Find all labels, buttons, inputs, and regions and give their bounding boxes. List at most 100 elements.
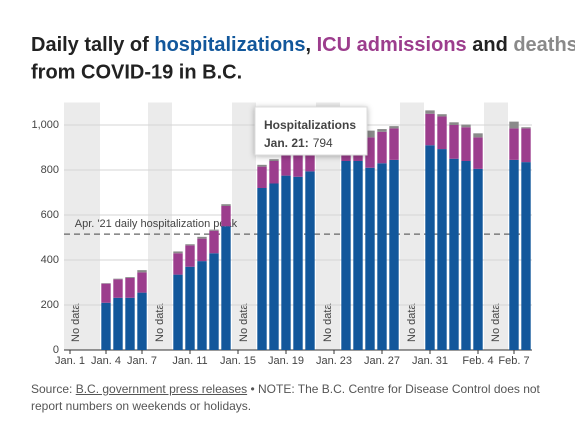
bar-segment: [197, 236, 207, 239]
bar-segment: [293, 176, 303, 350]
bar-segment: [185, 266, 195, 350]
bar-segment: [305, 171, 315, 350]
bar-segment: [137, 272, 147, 293]
bar-segment: [113, 278, 123, 280]
bar-segment: [221, 204, 231, 206]
bar-segment: [221, 226, 231, 350]
x-tick-label: Jan. 11: [172, 355, 207, 367]
no-data-band: [232, 102, 256, 350]
source-prefix: Source:: [31, 382, 76, 396]
bar-segment: [389, 159, 399, 350]
bar-segment: [209, 229, 219, 231]
bar-segment: [521, 127, 531, 129]
bar-segment: [461, 124, 471, 128]
reference-label: Apr. '21 daily hospitalization peak: [75, 218, 238, 230]
bar-segment: [461, 127, 471, 161]
bar-segment: [521, 162, 531, 350]
bar-segment: [437, 116, 447, 150]
bar-segment: [461, 161, 471, 350]
no-data-band: [400, 102, 424, 350]
tooltip: Hospitalizations Jan. 21: 794: [254, 106, 368, 156]
bar-segment: [305, 146, 315, 172]
source-link[interactable]: B.C. government press releases: [75, 382, 248, 396]
x-tick-label: Jan. 27: [364, 355, 400, 367]
bar-segment: [425, 145, 435, 350]
title-series: ICU admissions: [317, 34, 467, 56]
x-tick-label: Jan. 1: [55, 355, 85, 367]
bar-segment: [185, 244, 195, 246]
title-text: Daily tally of: [31, 34, 154, 56]
x-tick-label: Jan. 19: [268, 355, 304, 367]
bar-segment: [209, 230, 219, 254]
y-tick-label: 400: [41, 254, 59, 266]
y-tick-label: 0: [53, 344, 59, 356]
no-data-label: No data: [154, 303, 166, 342]
bar-segment: [473, 133, 483, 138]
bar-segment: [257, 164, 267, 167]
bar-segment: [257, 166, 267, 188]
bar-segment: [269, 183, 279, 350]
x-tick-label: Jan. 7: [127, 355, 157, 367]
no-data-label: No data: [490, 303, 502, 342]
bar-segment: [113, 297, 123, 350]
bar-segment: [437, 114, 447, 117]
tooltip-date: Jan. 21:: [264, 136, 309, 150]
chart-title: Daily tally of hospitalizations, ICU adm…: [31, 34, 575, 56]
y-tick-label: 1,000: [31, 119, 59, 131]
x-tick-label: Feb. 4: [462, 355, 493, 367]
bar-segment: [353, 161, 363, 350]
bar-segment: [473, 137, 483, 169]
footer: Source: B.C. government press releases •…: [31, 381, 551, 415]
title-series: deaths: [513, 34, 575, 56]
tooltip-value: 794: [313, 136, 333, 150]
bar-segment: [365, 137, 375, 168]
chart-title: from COVID-19 in B.C.: [31, 61, 242, 83]
x-tick-label: Jan. 4: [91, 355, 121, 367]
bar-segment: [521, 128, 531, 163]
bar-segment: [101, 302, 111, 350]
title-text: ,: [306, 34, 317, 56]
bar-segment: [389, 126, 399, 129]
note: • NOTE: The B.C. Centre for Disease Cont…: [31, 382, 544, 413]
bar-segment: [377, 131, 387, 164]
bar-segment: [281, 175, 291, 350]
y-tick-label: 600: [41, 209, 59, 221]
bar-segment: [509, 128, 519, 160]
chart: Daily tally of hospitalizations, ICU adm…: [31, 34, 575, 367]
x-tick-label: Jan. 15: [220, 355, 256, 367]
bar-segment: [269, 159, 279, 161]
bar-segment: [449, 122, 459, 125]
bar-segment: [425, 110, 435, 114]
no-data-label: No data: [238, 303, 250, 342]
bar-segment: [113, 279, 123, 298]
bar-segment: [125, 297, 135, 350]
bar-segment: [365, 130, 375, 138]
bar-segment: [509, 159, 519, 350]
x-tick-label: Feb. 7: [498, 355, 529, 367]
bar-segment: [137, 270, 147, 273]
no-data-band: [148, 102, 172, 350]
bar-segment: [173, 253, 183, 275]
bar-segment: [473, 168, 483, 350]
bar-segment: [173, 274, 183, 350]
bar-segment: [377, 163, 387, 350]
bar-segment: [101, 283, 111, 303]
bar-segment: [389, 128, 399, 160]
no-data-label: No data: [70, 303, 82, 342]
y-tick-label: 800: [41, 164, 59, 176]
bar-segment: [281, 153, 291, 176]
bar-segment: [269, 161, 279, 184]
bar-segment: [125, 278, 135, 298]
bar-segment: [125, 277, 135, 278]
no-data-label: No data: [322, 303, 334, 342]
x-tick-label: Jan. 31: [412, 355, 448, 367]
tooltip-title: Hospitalizations: [264, 118, 356, 132]
tooltip-box: [254, 106, 368, 156]
bar-segment: [437, 149, 447, 350]
bar-segment: [449, 125, 459, 159]
bar-segment: [293, 153, 303, 177]
bar-segment: [449, 158, 459, 350]
bar-segment: [137, 292, 147, 350]
title-text: and: [467, 34, 514, 56]
bar-segment: [509, 121, 519, 129]
